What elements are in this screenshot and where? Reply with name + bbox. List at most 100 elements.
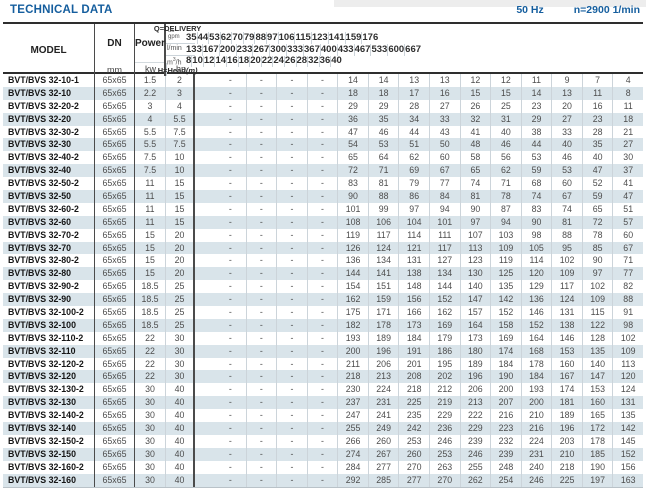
- spacer-cell: [195, 422, 215, 435]
- head-value-cell: 266: [337, 434, 368, 448]
- head-value-cell: -: [228, 294, 232, 305]
- header-m3h-value: 24: [272, 55, 284, 67]
- head-value-cell: 60: [551, 177, 582, 191]
- head-value-cell: 13: [428, 74, 460, 87]
- table-row: BVT/BVS 32-110 65x65 22 30- - - -200 196 191 186 1…: [3, 344, 643, 358]
- dn-cell: 65x65: [95, 318, 135, 332]
- head-value-cell: 200: [337, 344, 368, 358]
- model-cell: BVT/BVS 32-80-2: [3, 254, 95, 268]
- head-value-cell: 232: [490, 434, 521, 448]
- head-value-cell: -: [228, 345, 232, 356]
- head-value-cell: 255: [459, 460, 491, 474]
- model-cell: BVT/BVS 32-30: [3, 138, 95, 152]
- head-value-cell: 11: [581, 86, 613, 100]
- header-m3h-value: 26: [283, 55, 296, 67]
- head-value-cell: 152: [612, 447, 643, 461]
- head-value-cell: 46: [490, 138, 521, 152]
- head-value-cell: 44: [520, 138, 552, 152]
- dn-cell: 65x65: [95, 99, 135, 113]
- power-label: Power: [135, 38, 166, 49]
- head-value-cell: -: [228, 178, 232, 189]
- dn-cell: 65x65: [95, 434, 135, 448]
- head-value-cell: 140: [581, 357, 613, 371]
- head-value-cell: 253: [398, 434, 429, 448]
- head-value-cell: 38: [520, 125, 552, 139]
- head-value-cell: -: [276, 241, 307, 255]
- head-value-cell: 91: [612, 306, 643, 319]
- head-value-cell: 48: [459, 138, 491, 152]
- head-value-cell: 111: [428, 228, 460, 242]
- head-value-cell: 29: [520, 112, 552, 126]
- head-value-cell: 41: [459, 125, 491, 139]
- power-hp-cell: 40: [166, 396, 195, 410]
- head-value-cell: 277: [398, 473, 429, 487]
- header-lmin-value: 667: [404, 44, 422, 56]
- head-value-cell: 11: [520, 74, 552, 87]
- header-lmin-value: 600: [387, 44, 405, 56]
- header-m3h-value: 8: [186, 55, 192, 66]
- power-hp-cell: 25: [166, 280, 195, 294]
- head-value-cell: 58: [459, 151, 491, 165]
- head-value-cell: -: [245, 280, 277, 294]
- head-value-cell: 229: [459, 422, 491, 435]
- spacer-cell: [195, 435, 215, 448]
- head-value-cell: -: [245, 318, 277, 332]
- header-lmin-value: 533: [370, 44, 388, 56]
- head-value-cell: 109: [612, 344, 643, 358]
- head-value-cell: 121: [398, 241, 429, 255]
- head-value-cell: 109: [490, 241, 521, 255]
- power-hp-cell: 20: [166, 254, 195, 268]
- head-value-cell: 169: [490, 331, 521, 345]
- head-value-cell: 148: [398, 280, 429, 294]
- head-value-cell: -: [245, 125, 277, 139]
- power-kw-cell: 22: [135, 370, 166, 384]
- head-value-cell: -: [228, 255, 232, 266]
- head-value-cell: -: [276, 357, 307, 371]
- spacer-cell: [195, 164, 215, 177]
- head-value-cell: 153: [551, 344, 582, 358]
- head-value-cell: 46: [551, 151, 582, 165]
- head-value-cell: 117: [551, 280, 582, 294]
- head-value-cell: -: [306, 228, 338, 242]
- power-kw-cell: 30: [135, 434, 166, 448]
- head-value-cell: -: [245, 293, 277, 307]
- model-cell: BVT/BVS 32-80: [3, 267, 95, 281]
- head-value-cell: -: [276, 460, 307, 474]
- head-value-cell: 35: [581, 138, 613, 152]
- head-value-cell: -: [306, 434, 338, 448]
- head-value-cell: 95: [551, 241, 582, 255]
- dn-cell: 65x65: [95, 151, 135, 165]
- dn-cell: 65x65: [95, 409, 135, 423]
- table-row: BVT/BVS 32-140-2 65x65 30 40- - - -247 241 235 22…: [3, 409, 643, 423]
- head-value-cell: -: [276, 177, 307, 191]
- head-value-cell: 102: [612, 331, 643, 345]
- head-value-cell: 210: [520, 409, 552, 423]
- head-value-cell: -: [306, 280, 338, 294]
- head-value-cell: 162: [337, 293, 368, 307]
- power-hp-cell: 25: [166, 293, 195, 307]
- head-value-cell: -: [228, 410, 232, 421]
- head-value-cell: -: [276, 409, 307, 423]
- power-hp-cell: 40: [166, 383, 195, 397]
- head-value-cell: 144: [428, 280, 460, 294]
- dn-cell: 65x65: [95, 370, 135, 384]
- head-value-cell: 134: [428, 267, 460, 281]
- dn-cell: 65x65: [95, 293, 135, 307]
- head-value-cell: -: [306, 422, 338, 435]
- head-value-cell: 219: [428, 396, 460, 410]
- head-value-cell: -: [228, 242, 232, 253]
- head-value-cell: 206: [459, 383, 491, 397]
- head-value-cell: 230: [337, 383, 368, 397]
- power-hp-cell: 30: [166, 357, 195, 371]
- head-value-cell: 142: [612, 422, 643, 435]
- head-value-cell: 146: [520, 306, 552, 319]
- header-gpm-value: 97: [266, 32, 278, 44]
- head-value-cell: 210: [551, 447, 582, 461]
- head-value-cell: 108: [337, 215, 368, 229]
- head-value-cell: 270: [428, 473, 460, 487]
- table-row: BVT/BVS 32-10 65x65 2.2 3- - - -18 18 17 16 15 15 14…: [3, 86, 643, 100]
- dn-cell: 65x65: [95, 460, 135, 474]
- head-value-cell: 172: [581, 422, 613, 435]
- head-value-cell: -: [245, 190, 277, 203]
- head-value-cell: -: [245, 112, 277, 126]
